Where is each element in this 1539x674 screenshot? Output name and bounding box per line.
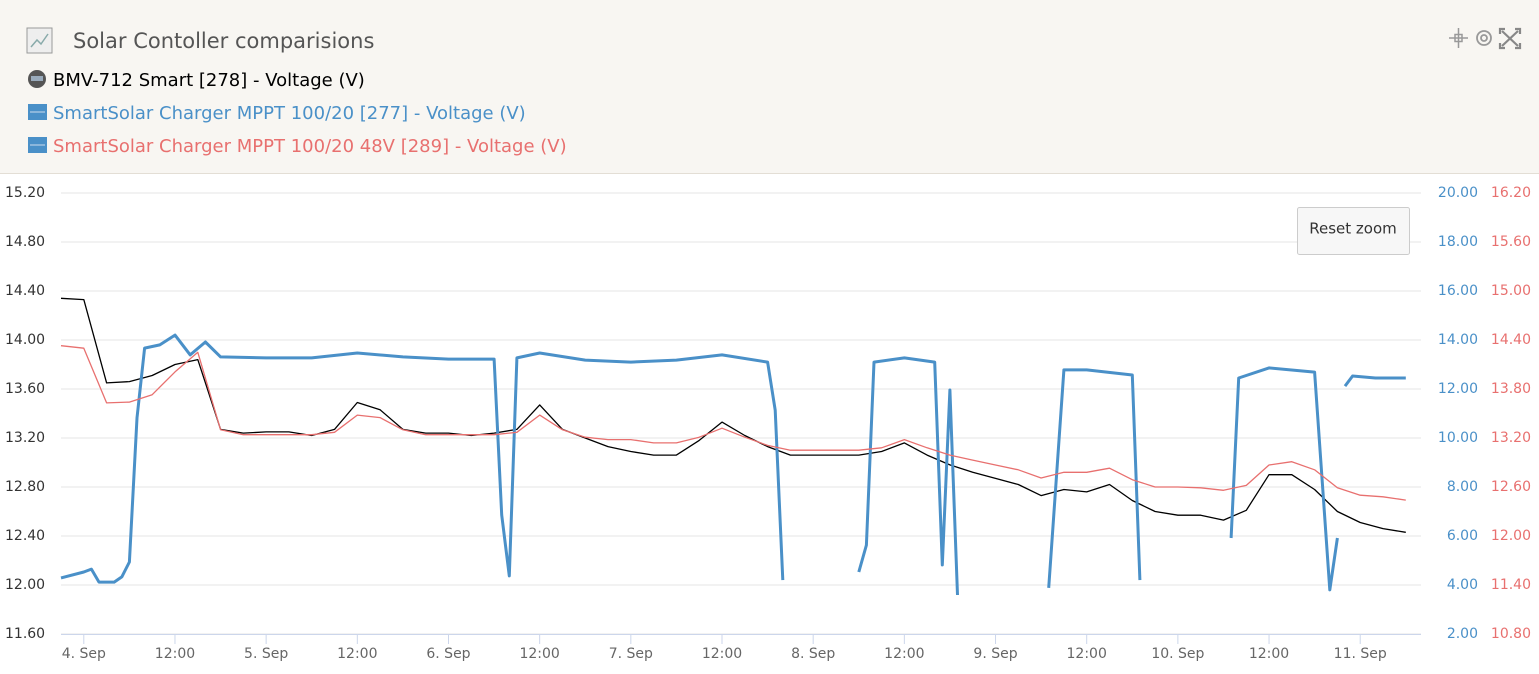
y3-tick-label: 11.40 — [1491, 577, 1531, 593]
move-icon[interactable] — [1449, 28, 1468, 48]
plot: 11.60 12.00 12.40 12.80 13.20 13.60 14.00 14.40… — [5, 185, 1531, 662]
y2-tick-label: 8.00 — [1447, 479, 1478, 495]
legend-icon — [28, 104, 47, 120]
y-tick-label: 13.60 — [5, 381, 45, 397]
y-tick-label: 12.80 — [5, 479, 45, 495]
legend-entry: BMV-712 Smart [278] - Voltage (V) — [53, 70, 365, 91]
y3-tick-label: 15.60 — [1491, 234, 1531, 250]
x-tick-label: 9. Sep — [973, 646, 1017, 662]
x-tick-label: 12:00 — [702, 646, 742, 662]
y-tick-label: 12.00 — [5, 577, 45, 593]
x-tick-label: 10. Sep — [1151, 646, 1204, 662]
y-tick-label: 14.40 — [5, 283, 45, 299]
fullscreen-icon[interactable] — [1498, 27, 1522, 50]
y2-tick-label: 12.00 — [1438, 381, 1478, 397]
y3-tick-label: 14.40 — [1491, 332, 1531, 348]
y-tick-label: 11.60 — [5, 626, 45, 642]
settings-icon[interactable] — [1476, 30, 1492, 46]
x-tick-label: 4. Sep — [62, 646, 106, 662]
line-series — [60, 297, 1406, 533]
y2-tick-label: 18.00 — [1438, 234, 1478, 250]
y2-tick-label: 4.00 — [1447, 577, 1478, 593]
x-tick-label: 6. Sep — [426, 646, 470, 662]
y3-tick-label: 12.00 — [1491, 528, 1531, 544]
y2-tick-label: 6.00 — [1447, 528, 1478, 544]
y2-tick-label: 16.00 — [1438, 283, 1478, 299]
y3-tick-label: 15.00 — [1491, 283, 1531, 299]
y-tick-label: 12.40 — [5, 528, 45, 544]
y2-tick-label: 20.00 — [1438, 185, 1478, 201]
x-tick-label: 12:00 — [884, 646, 924, 662]
legend-entry: SmartSolar Charger MPPT 100/20 [277] - V… — [53, 103, 526, 124]
y-tick-label: 15.20 — [5, 185, 45, 201]
y3-tick-label: 10.80 — [1491, 626, 1531, 642]
line-series — [60, 333, 1406, 596]
x-tick-label: 12:00 — [1249, 646, 1289, 662]
y-tick-label: 14.00 — [5, 332, 45, 348]
y-tick-label: 13.20 — [5, 430, 45, 446]
y2-tick-label: 10.00 — [1438, 430, 1478, 446]
x-tick-label: 12:00 — [1067, 646, 1107, 662]
x-tick-label: 12:00 — [337, 646, 377, 662]
header-background — [0, 0, 1539, 173]
x-tick-label: 11. Sep — [1334, 646, 1387, 662]
legend-icon — [28, 137, 47, 153]
y2-tick-label: 2.00 — [1447, 626, 1478, 642]
y3-tick-label: 13.80 — [1491, 381, 1531, 397]
x-tick-label: 7. Sep — [609, 646, 653, 662]
legend-entry: SmartSolar Charger MPPT 100/20 48V [289]… — [53, 136, 567, 157]
y3-tick-label: 12.60 — [1491, 479, 1531, 495]
x-tick-label: 8. Sep — [791, 646, 835, 662]
y3-tick-label: 13.20 — [1491, 430, 1531, 446]
legend-icon — [28, 70, 46, 88]
reset-zoom-button[interactable]: Reset zoom — [1297, 207, 1410, 255]
y2-tick-label: 14.00 — [1438, 332, 1478, 348]
widget-title: Solar Contoller comparisions — [73, 29, 374, 53]
x-tick-label: 12:00 — [519, 646, 559, 662]
y3-tick-label: 16.20 — [1491, 185, 1531, 201]
button-label[interactable]: Reset zoom — [1309, 220, 1397, 238]
x-tick-label: 12:00 — [155, 646, 195, 662]
widget-icon — [26, 27, 53, 54]
line-series — [60, 345, 1406, 501]
x-tick-label: 5. Sep — [244, 646, 288, 662]
y-tick-label: 14.80 — [5, 234, 45, 250]
